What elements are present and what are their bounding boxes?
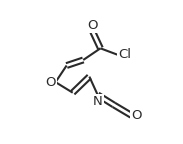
Text: Cl: Cl <box>118 49 131 61</box>
Text: N: N <box>93 95 102 108</box>
Text: O: O <box>87 19 98 32</box>
Text: O: O <box>132 109 142 122</box>
Text: O: O <box>45 76 55 89</box>
